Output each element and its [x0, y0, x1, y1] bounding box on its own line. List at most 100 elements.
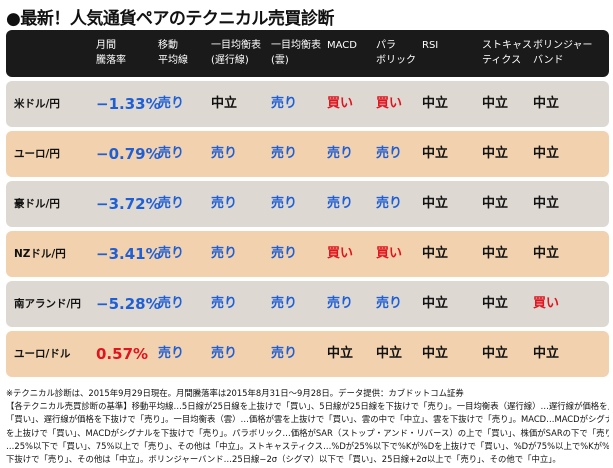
header-line: 移動: [158, 40, 178, 51]
signal-sar: 売り: [376, 196, 403, 211]
signal-bb: 中立: [533, 246, 560, 261]
monthly-change: −3.72%: [96, 195, 161, 213]
signal-macd: 売り: [327, 196, 354, 211]
signal-rsi: 中立: [422, 296, 449, 311]
header-line: 一目均衡表: [211, 40, 261, 51]
signal-ichimoku_conv: 売り: [211, 246, 238, 261]
signal-ichimoku_cloud: 売り: [271, 246, 298, 261]
table-row: 南アランド/円 −5.28% 売り 売り 売り 売り 売り 中立 中立 買い: [6, 281, 609, 327]
footnote-line: 下抜けで「売り」、その他は「中立」。ボリンジャーバンド…25日線−2σ（シグマ）…: [6, 454, 561, 465]
signal-stoch: 中立: [482, 296, 509, 311]
header-line: ストキャス: [482, 40, 532, 51]
monthly-change: −5.28%: [96, 295, 161, 313]
signal-sar: 買い: [376, 96, 403, 111]
signal-sar: 中立: [376, 346, 403, 361]
signal-ma: 売り: [158, 96, 185, 111]
signal-ichimoku_cloud: 売り: [271, 346, 298, 361]
currency-pair: 豪ドル/円: [14, 198, 60, 210]
signal-sar: 買い: [376, 246, 403, 261]
signal-ichimoku_conv: 売り: [211, 296, 238, 311]
signal-bb: 買い: [533, 296, 560, 311]
signal-bb: 中立: [533, 346, 560, 361]
signal-bb: 中立: [533, 196, 560, 211]
signal-rsi: 中立: [422, 96, 449, 111]
currency-pair: 南アランド/円: [14, 298, 81, 310]
signal-ichimoku_cloud: 売り: [271, 96, 298, 111]
header-line: パラ: [376, 40, 396, 51]
table-row: 豪ドル/円 −3.72% 売り 売り 売り 売り 売り 中立 中立 中立: [6, 181, 609, 227]
header-line: バンド: [533, 55, 564, 66]
footnote-line: 【各テクニカル売買診断の基準】移動平均線…5日線が25日線を上抜けで「買い」、5…: [6, 401, 609, 412]
signal-ma: 売り: [158, 146, 185, 161]
header-line: ボリック: [376, 55, 416, 66]
footnote-line: 「買い」、遅行線が価格を下抜けで「売り」。一目均衡表（雲）…価格が雲を上抜けで「…: [6, 414, 609, 425]
footnote-line: …25%以下で「買い」、75%以上で「売り」、その他は「中立」。ストキャスティク…: [6, 440, 609, 451]
header-line: ボリンジャー: [533, 40, 593, 51]
header-line: 騰落率: [96, 55, 126, 66]
header-line: 一目均衡表: [271, 40, 321, 51]
table-row: NZドル/円 −3.41% 売り 売り 売り 買い 買い 中立 中立 中立: [6, 231, 609, 277]
header-line: (雲): [271, 55, 289, 66]
signal-rsi: 中立: [422, 346, 449, 361]
signal-table: 月間騰落率 移動平均線 一目均衡表 (遅行線) 一目均衡表 (雲) MACD パラボリック RS…: [6, 30, 609, 381]
signal-sar: 売り: [376, 296, 403, 311]
signal-ichimoku_cloud: 売り: [271, 196, 298, 211]
signal-ichimoku_cloud: 売り: [271, 296, 298, 311]
currency-pair: 米ドル/円: [14, 98, 60, 110]
signal-sar: 売り: [376, 146, 403, 161]
header-rate: 月間 騰落率: [96, 38, 126, 68]
header-bb: ボリンジャー バンド: [533, 38, 593, 68]
signal-ichimoku_conv: 中立: [211, 96, 238, 111]
signal-macd: 売り: [327, 296, 354, 311]
monthly-change: 0.57%: [96, 345, 149, 363]
monthly-change: −1.33%: [96, 95, 161, 113]
header-macd: MACD: [327, 38, 357, 53]
header-ma: 移動 平均線: [158, 38, 188, 68]
signal-stoch: 中立: [482, 146, 509, 161]
header-line: (遅行線): [211, 55, 249, 66]
header-ichimoku_cloud: 一目均衡表 (雲): [271, 38, 321, 68]
signal-ichimoku_conv: 売り: [211, 196, 238, 211]
currency-pair: ユーロ/ドル: [14, 348, 71, 360]
signal-ma: 売り: [158, 246, 185, 261]
signal-ma: 売り: [158, 346, 185, 361]
footnotes: ※テクニカル診断は、2015年9月29日現在。月間騰落率は2015年8月31日～…: [6, 387, 609, 466]
header-line: MACD: [327, 40, 357, 51]
signal-stoch: 中立: [482, 196, 509, 211]
monthly-change: −0.79%: [96, 145, 161, 163]
header-sar: パラ ボリック: [376, 38, 416, 68]
header-line: 月間: [96, 40, 116, 51]
table-header: 月間騰落率 移動平均線 一目均衡表 (遅行線) 一目均衡表 (雲) MACD パラボリック RS…: [6, 30, 609, 77]
signal-macd: 売り: [327, 146, 354, 161]
page-title: ●最新！人気通貨ペアのテクニカル売買診断: [6, 9, 334, 29]
signal-ichimoku_conv: 売り: [211, 346, 238, 361]
header-rsi: RSI: [422, 38, 438, 53]
signal-rsi: 中立: [422, 196, 449, 211]
header-stoch: ストキャス ティクス: [482, 38, 532, 68]
header-line: RSI: [422, 40, 439, 51]
header-line: 平均線: [158, 55, 188, 66]
table-row: 米ドル/円 −1.33% 売り 中立 売り 買い 買い 中立 中立 中立: [6, 81, 609, 127]
table-row: ユーロ/ドル 0.57% 売り 売り 売り 中立 中立 中立 中立 中立: [6, 331, 609, 377]
signal-macd: 買い: [327, 96, 354, 111]
footnote-line: ※テクニカル診断は、2015年9月29日現在。月間騰落率は2015年8月31日～…: [6, 388, 464, 398]
signal-rsi: 中立: [422, 146, 449, 161]
signal-macd: 買い: [327, 246, 354, 261]
currency-pair: ユーロ/円: [14, 148, 60, 160]
signal-bb: 中立: [533, 146, 560, 161]
signal-stoch: 中立: [482, 246, 509, 261]
monthly-change: −3.41%: [96, 245, 161, 263]
signal-ma: 売り: [158, 296, 185, 311]
signal-ichimoku_conv: 売り: [211, 146, 238, 161]
signal-rsi: 中立: [422, 246, 449, 261]
table-row: ユーロ/円 −0.79% 売り 売り 売り 売り 売り 中立 中立 中立: [6, 131, 609, 177]
header-ichimoku_conv: 一目均衡表 (遅行線): [211, 38, 261, 68]
footnote-line: を上抜けで「買い」、MACDがシグナルを下抜けで「売り」。パラボリック…価格がS…: [6, 427, 609, 438]
signal-stoch: 中立: [482, 346, 509, 361]
table-body: 米ドル/円 −1.33% 売り 中立 売り 買い 買い 中立 中立 中立 ユーロ/円 −0.79% 売り…: [6, 81, 609, 377]
signal-stoch: 中立: [482, 96, 509, 111]
signal-ichimoku_cloud: 売り: [271, 146, 298, 161]
signal-ma: 売り: [158, 196, 185, 211]
signal-macd: 中立: [327, 346, 354, 361]
signal-bb: 中立: [533, 96, 560, 111]
